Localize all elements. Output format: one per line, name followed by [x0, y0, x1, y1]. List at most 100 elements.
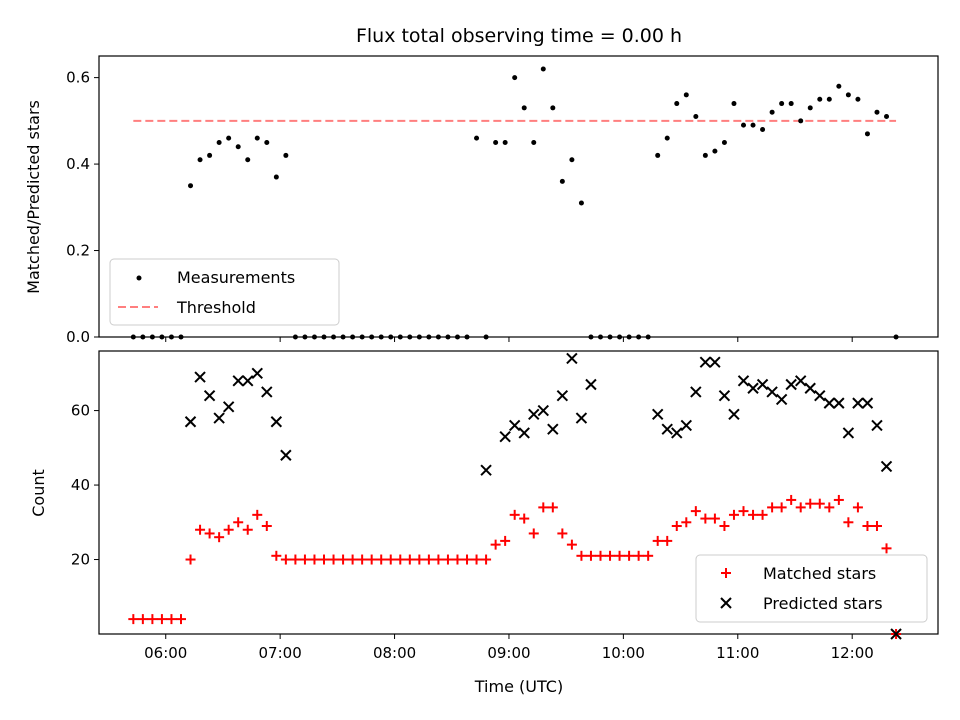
measurement-point	[617, 334, 623, 340]
measurement-point	[388, 334, 394, 340]
predicted-star-point	[785, 378, 797, 391]
legend-measurements-marker	[136, 275, 142, 281]
matched-star-point	[366, 554, 377, 565]
measurement-point	[474, 135, 480, 141]
predicted-star-point	[756, 378, 769, 391]
measurement-point	[483, 334, 489, 340]
measurement-point	[731, 101, 737, 107]
predicted-star-point	[537, 404, 549, 417]
measurement-point	[845, 92, 851, 98]
top-y-axis-label: Matched/Predicted stars	[24, 100, 43, 294]
measurement-point	[626, 334, 632, 340]
measurement-point	[254, 135, 260, 141]
matched-star-point	[442, 554, 453, 565]
predicted-star-point	[261, 386, 273, 398]
matched-star-point	[185, 554, 196, 565]
bottom-y-axis-label: Count	[29, 469, 48, 517]
top-legend: Measurements Threshold	[109, 258, 340, 326]
predicted-star-point	[890, 628, 902, 640]
predicted-star-point	[566, 352, 578, 365]
matched-star-point	[643, 550, 654, 561]
matched-star-point	[557, 528, 568, 539]
measurement-point	[397, 334, 403, 340]
matched-star-point	[748, 509, 759, 520]
measurement-point	[493, 139, 499, 145]
bottom-ytick-label: 40	[71, 476, 90, 494]
matched-star-point	[871, 521, 882, 532]
matched-star-point	[137, 614, 148, 625]
matched-star-point	[500, 535, 511, 546]
measurement-point	[531, 139, 537, 145]
measurement-point	[264, 139, 270, 145]
matched-star-point	[824, 502, 835, 513]
measurement-point	[864, 131, 870, 137]
top-y-ticks: 0.0 0.2 0.4 0.6	[66, 69, 99, 346]
bottom-ytick-label: 60	[71, 402, 90, 420]
matched-star-point	[795, 502, 806, 513]
predicted-star-point	[528, 408, 540, 421]
matched-star-point	[357, 554, 368, 565]
matched-star-point	[728, 509, 739, 520]
measurement-point	[645, 334, 651, 340]
predicted-star-point	[232, 375, 244, 387]
predicted-star-point	[213, 412, 225, 424]
predicted-star-point	[861, 397, 874, 409]
chart-title: Flux total observing time = 0.00 h	[356, 25, 682, 47]
matched-star-point	[528, 528, 539, 539]
bottom-series-layer	[128, 352, 902, 640]
measurement-point	[188, 183, 194, 189]
predicted-star-point	[280, 449, 292, 461]
bottom-plot-frame	[98, 350, 939, 635]
matched-star-point	[338, 554, 349, 565]
predicted-star-point	[680, 419, 693, 432]
matched-star-point	[786, 494, 797, 505]
matched-star-point	[214, 532, 225, 543]
measurement-point	[283, 152, 289, 158]
predicted-star-point	[194, 371, 206, 383]
measurement-point	[149, 334, 155, 340]
measurement-point	[826, 96, 832, 102]
predicted-star-point	[737, 375, 750, 387]
predicted-star-point	[508, 419, 521, 432]
measurement-point	[702, 152, 708, 158]
measurement-point	[359, 334, 365, 340]
measurement-point	[454, 334, 460, 340]
matched-star-point	[290, 554, 301, 565]
matched-star-point	[490, 539, 501, 550]
predicted-star-point	[709, 356, 721, 368]
measurement-point	[292, 334, 298, 340]
matched-star-point	[757, 509, 768, 520]
bottom-legend: Matched stars Predicted stars	[695, 554, 928, 623]
matched-star-point	[709, 513, 720, 524]
bottom-ytick-label: 20	[71, 551, 90, 569]
measurement-point	[216, 139, 222, 145]
matched-star-point	[242, 524, 253, 535]
measurement-point	[521, 105, 527, 111]
matched-star-point	[843, 517, 854, 528]
matched-star-point	[605, 550, 616, 561]
matched-star-point	[681, 517, 692, 528]
predicted-star-point	[661, 423, 673, 435]
measurement-point	[664, 135, 670, 141]
measurement-point	[836, 83, 842, 89]
bottom-xtick-label: 09:00	[487, 644, 530, 662]
predicted-star-point	[795, 375, 807, 387]
matched-star-point	[195, 524, 206, 535]
matched-star-point	[299, 554, 310, 565]
measurement-point	[540, 66, 546, 72]
measurement-point	[597, 334, 603, 340]
predicted-star-point	[871, 419, 883, 432]
matched-star-point	[805, 498, 816, 509]
predicted-star-point	[547, 423, 559, 435]
matched-star-point	[538, 502, 549, 513]
measurement-point	[416, 334, 422, 340]
matched-star-point	[690, 506, 701, 517]
matched-star-point	[328, 554, 339, 565]
measurement-point	[760, 126, 766, 132]
measurement-point	[245, 157, 251, 163]
top-legend-box	[109, 258, 340, 326]
measurement-point	[788, 101, 794, 107]
measurement-point	[817, 96, 823, 102]
matched-star-point	[719, 521, 730, 532]
